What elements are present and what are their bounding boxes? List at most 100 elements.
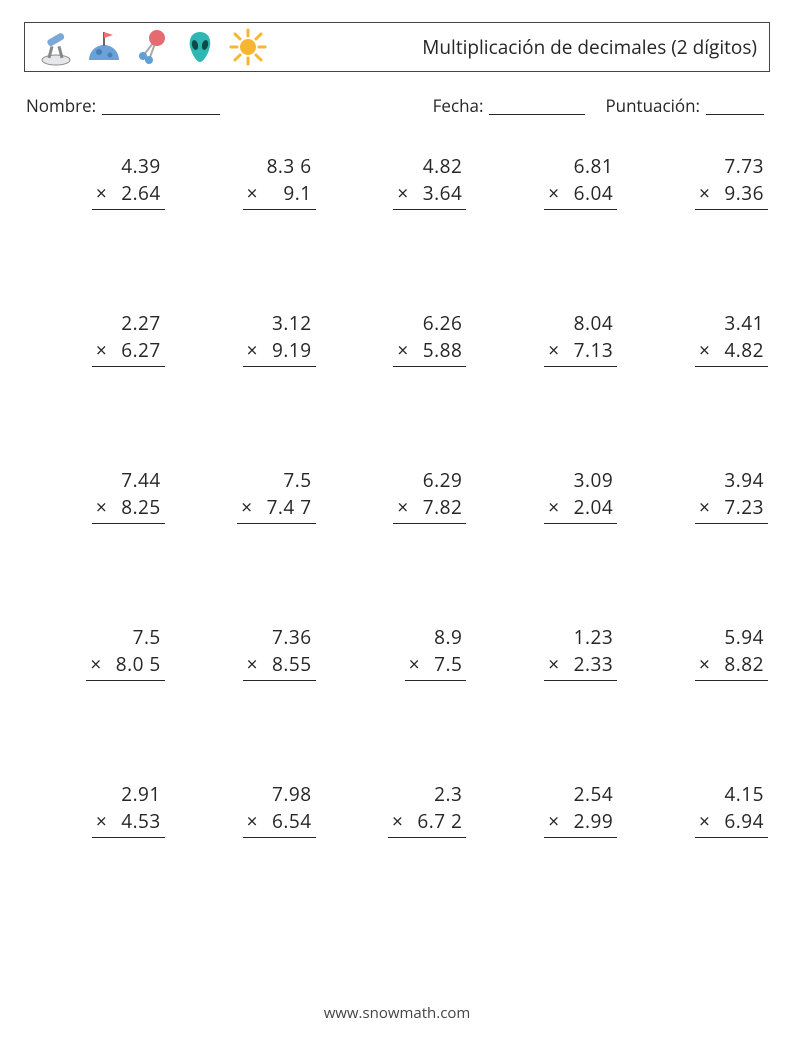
worksheet-title: Multiplicación de decimales (2 dígitos) [422,34,757,60]
multiply-operator: × [397,180,408,206]
alien-icon [181,28,219,66]
score-blank[interactable] [706,97,764,115]
multiply-operator: × [96,337,107,363]
multiplier: 4.53 [121,808,161,834]
multiplier: 2.99 [574,808,614,834]
multiplicand: 4.15 [695,781,768,808]
problem: 3.41×4.82 [629,310,768,367]
multiplicand: 7.44 [92,467,165,494]
multiplier: 8.55 [272,651,312,677]
name-label: Nombre: [26,94,96,117]
multiplier: 7.4 7 [267,494,312,520]
problem: 2.3× 6.7 2 [328,781,467,838]
multiply-operator: × [548,337,559,363]
multiplicand: 7.5 [86,624,164,651]
multiplicand: 7.5 [237,467,315,494]
problem: 6.29×7.82 [328,467,467,524]
multiply-operator: × [96,494,107,520]
problem: 7.36× 8.55 [177,624,316,681]
multiply-operator: × [548,180,559,206]
multiply-operator: × [548,494,559,520]
multiplicand: 2.3 [388,781,466,808]
multiply-operator: × [548,808,559,834]
multiplicand: 8.3 6 [243,153,316,180]
multiplier: 9.36 [724,180,764,206]
problem: 3.09× 2.04 [478,467,617,524]
date-label: Fecha: [433,94,484,117]
multiply-operator: × [397,494,408,520]
problem: 4.39×2.64 [26,153,165,210]
multiplicand: 7.98 [243,781,316,808]
problem: 7.44×8.25 [26,467,165,524]
multiplier: 5.88 [423,337,463,363]
multiplicand: 6.26 [393,310,466,337]
problem: 7.98× 6.54 [177,781,316,838]
multiplier: 7.23 [724,494,764,520]
multiplicand: 1.23 [544,624,617,651]
multiply-operator: × [90,651,101,677]
multiply-operator: × [247,651,258,677]
multiply-operator: × [241,494,252,520]
satellite-icon [133,28,171,66]
score-label: Puntuación: [605,94,700,117]
multiply-operator: × [699,494,710,520]
date-blank[interactable] [489,97,585,115]
multiplier: 6.54 [272,808,312,834]
multiplier: 2.64 [121,180,161,206]
multiply-operator: × [548,651,559,677]
problem: 1.23× 2.33 [478,624,617,681]
problem: 3.12× 9.19 [177,310,316,367]
telescope-icon [37,28,75,66]
problem: 2.54×2.99 [478,781,617,838]
date-field: Fecha: [433,94,586,117]
multiply-operator: × [96,180,107,206]
problem: 7.5×8.0 5 [26,624,165,681]
problem: 3.94×7.23 [629,467,768,524]
problem: 2.91×4.53 [26,781,165,838]
problem: 5.94×8.82 [629,624,768,681]
multiply-operator: × [392,808,403,834]
name-field: Nombre: [26,94,220,117]
problem: 2.27×6.27 [26,310,165,367]
multiply-operator: × [397,337,408,363]
multiplier: 3.64 [423,180,463,206]
multiplicand: 2.27 [92,310,165,337]
multiplicand: 3.12 [243,310,316,337]
multiplier: 6.94 [724,808,764,834]
problem: 8.3 6×9.1 [177,153,316,210]
multiplicand: 7.73 [695,153,768,180]
planet-icon [85,28,123,66]
multiply-operator: × [699,808,710,834]
multiply-operator: × [96,808,107,834]
multiply-operator: × [247,337,258,363]
multiply-operator: × [409,651,420,677]
sun-icon [229,28,267,66]
multiplicand: 6.81 [544,153,617,180]
multiplier: 6.04 [574,180,614,206]
multiplier: 7.82 [423,494,463,520]
problem: 6.26× 5.88 [328,310,467,367]
multiplicand: 7.36 [243,624,316,651]
problem: 6.81× 6.04 [478,153,617,210]
name-blank[interactable] [102,97,220,115]
multiply-operator: × [247,808,258,834]
multiplier: 2.04 [574,494,614,520]
multiplicand: 3.41 [695,310,768,337]
multiplier: 2.33 [574,651,614,677]
multiplier: 6.7 2 [417,808,462,834]
problem: 7.73×9.36 [629,153,768,210]
multiplicand: 8.9 [405,624,467,651]
multiply-operator: × [247,180,258,206]
multiplicand: 8.04 [544,310,617,337]
problem: 8.9× 7.5 [328,624,467,681]
multiplier: 7.5 [434,651,462,677]
multiplicand: 3.09 [544,467,617,494]
problem: 8.04×7.13 [478,310,617,367]
info-row: Nombre: Fecha: Puntuación: [24,94,764,117]
multiplier: 4.82 [724,337,764,363]
multiplier: 9.19 [272,337,312,363]
problem: 4.15× 6.94 [629,781,768,838]
multiplicand: 5.94 [695,624,768,651]
header-box: Multiplicación de decimales (2 dígitos) [24,22,770,72]
header-icons [37,28,267,66]
